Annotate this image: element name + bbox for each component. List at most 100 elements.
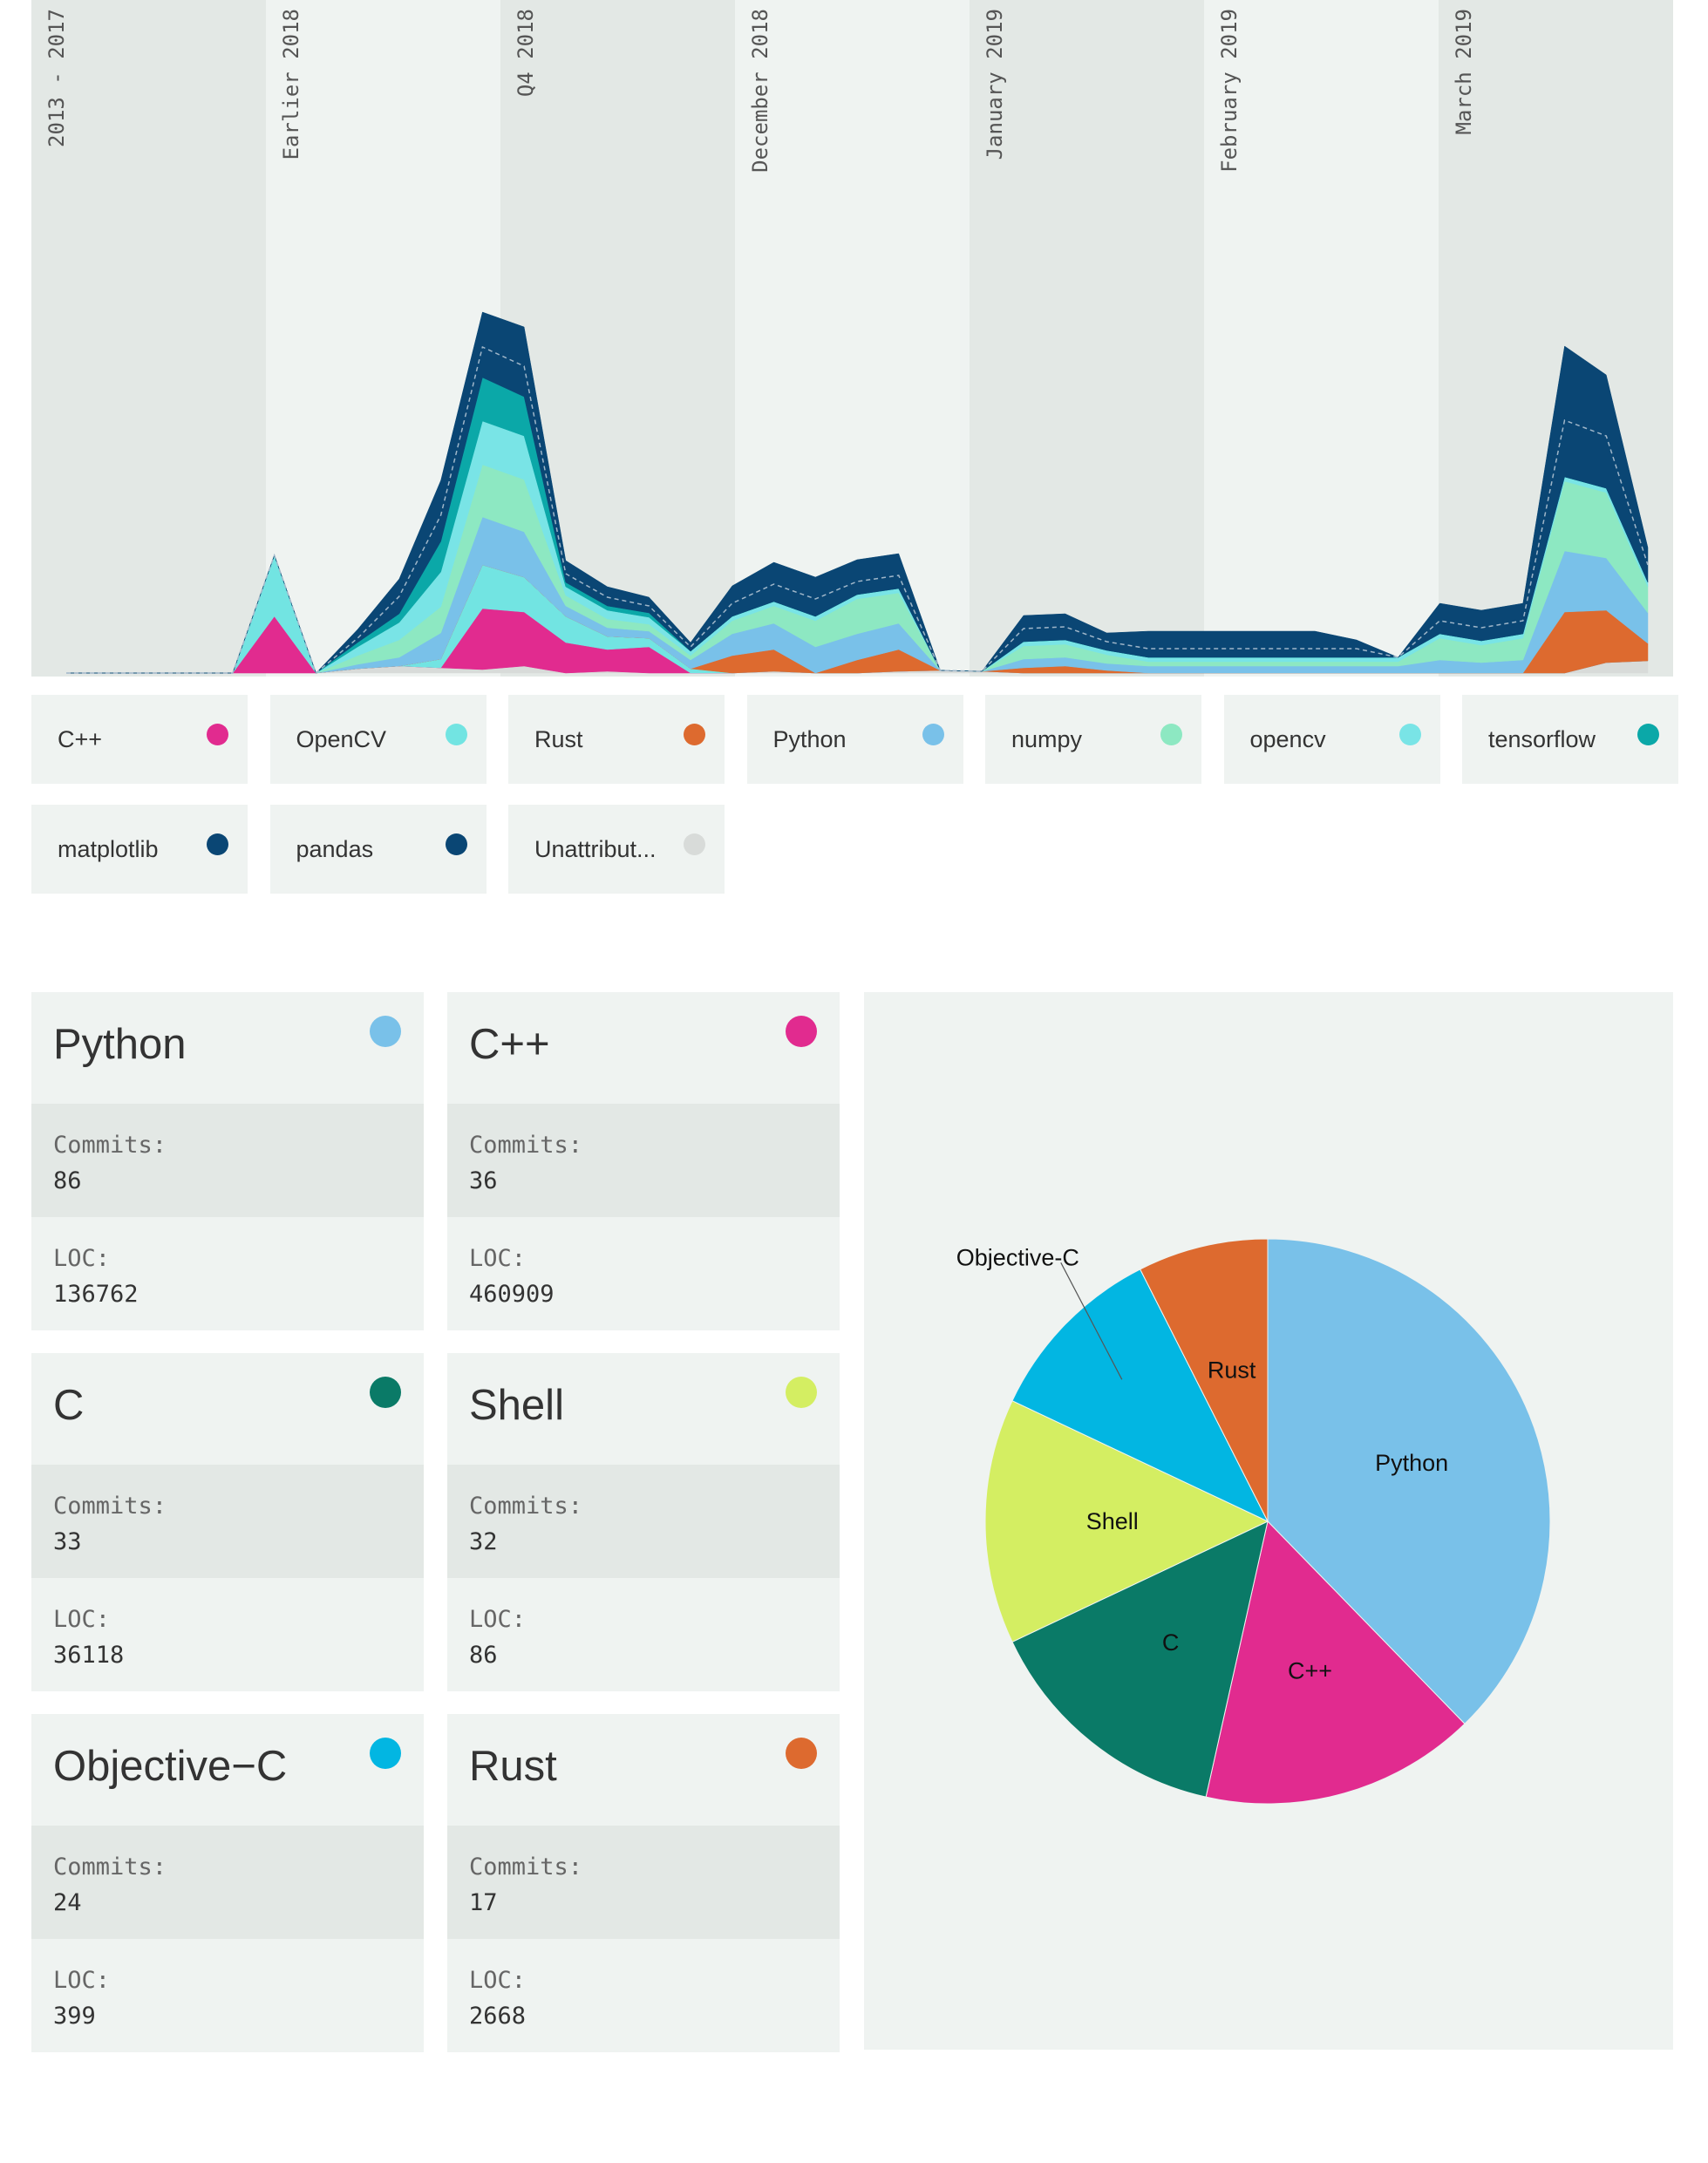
- language-name: Shell: [469, 1382, 564, 1429]
- pie-slice-rust: [1140, 1238, 1269, 1522]
- loc-label: LOC:: [469, 1967, 527, 1994]
- legend-item-matplotlib[interactable]: matplotlib: [31, 805, 248, 894]
- loc-value: 136762: [53, 1281, 139, 1308]
- pie-label-c: C++: [1288, 1657, 1332, 1683]
- legend-swatch: [684, 833, 705, 855]
- loc-label: LOC:: [469, 1245, 527, 1272]
- legend-item-unattribut[interactable]: Unattribut...: [508, 805, 725, 894]
- card-header: C: [31, 1353, 424, 1465]
- legend-item-c[interactable]: C++: [31, 695, 248, 784]
- loc-label: LOC:: [469, 1606, 527, 1633]
- pie-label-shell: Shell: [1086, 1508, 1139, 1534]
- legend-item-python[interactable]: Python: [746, 695, 963, 784]
- legend-swatch: [684, 723, 705, 745]
- loc-row: LOC: 86: [447, 1578, 840, 1691]
- commits-row: Commits: 24: [31, 1826, 424, 1939]
- commits-label: Commits:: [53, 1493, 167, 1520]
- legend-swatch: [207, 833, 228, 855]
- period-label-january-2019: January 2019: [983, 9, 1007, 160]
- legend-item-rust[interactable]: Rust: [508, 695, 725, 784]
- card-header: C++: [447, 992, 840, 1104]
- language-color-dot: [370, 1738, 401, 1769]
- language-color-dot: [370, 1016, 401, 1047]
- language-color-dot: [786, 1016, 817, 1047]
- period-label-december-2018: December 2018: [748, 9, 772, 173]
- language-color-dot: [786, 1377, 817, 1408]
- legend-item-numpy[interactable]: numpy: [985, 695, 1201, 784]
- language-name: Rust: [469, 1743, 557, 1790]
- legend-item-opencv[interactable]: OpenCV: [269, 695, 487, 784]
- loc-row: LOC: 399: [31, 1939, 424, 2052]
- legend-swatch: [1160, 723, 1182, 745]
- language-pie-chart: Python C++ C Shell Objective-C Rust: [956, 1238, 1551, 1805]
- language-card-rust: Rust Commits: 17 LOC: 2668: [447, 1714, 840, 2052]
- pie-slice-c: [1011, 1520, 1269, 1798]
- loc-label: LOC:: [53, 1967, 111, 1994]
- card-header: Rust: [447, 1714, 840, 1826]
- period-label-earlier-2018: Earlier 2018: [279, 9, 303, 160]
- card-header: Shell: [447, 1353, 840, 1465]
- pie-label-leader: [1060, 1262, 1123, 1380]
- legend-swatch: [1637, 723, 1659, 745]
- legend-label: Python: [772, 725, 847, 752]
- commits-label: Commits:: [53, 1132, 167, 1159]
- period-band-january-2019: [970, 0, 1204, 677]
- legend-item-opencv[interactable]: opencv: [1223, 695, 1440, 784]
- loc-value: 86: [469, 1642, 498, 1669]
- loc-value: 460909: [469, 1281, 555, 1308]
- legend-swatch: [922, 723, 944, 745]
- loc-row: LOC: 136762: [31, 1217, 424, 1330]
- commits-label: Commits:: [469, 1854, 583, 1881]
- legend-label: tensorflow: [1488, 725, 1596, 752]
- commits-row: Commits: 33: [31, 1465, 424, 1578]
- pie-slice-c: [1205, 1520, 1466, 1805]
- commits-row: Commits: 86: [31, 1104, 424, 1217]
- contribution-timeline-chart: 2013 - 2017 Earlier 2018 Q4 2018 December 2…: [31, 0, 1673, 677]
- commits-label: Commits:: [53, 1854, 167, 1881]
- loc-row: LOC: 36118: [31, 1578, 424, 1691]
- language-pie-panel: Python C++ C Shell Objective-C Rust: [864, 992, 1673, 2050]
- period-band-2013-2017: [31, 0, 266, 677]
- pie-label-rust: Rust: [1208, 1357, 1256, 1384]
- period-label-2013-2017: 2013 - 2017: [44, 9, 69, 147]
- language-color-dot: [786, 1738, 817, 1769]
- loc-value: 36118: [53, 1642, 125, 1669]
- pie-label-c: C: [1162, 1629, 1180, 1656]
- language-name: C: [53, 1382, 85, 1429]
- commits-value: 24: [53, 1889, 82, 1916]
- language-card-python: Python Commits: 86 LOC: 136762: [31, 992, 424, 1330]
- legend-swatch: [207, 723, 228, 745]
- series-separator: [66, 345, 1649, 675]
- legend-label: Rust: [534, 725, 583, 752]
- legend-label: opencv: [1249, 725, 1326, 752]
- legend-item-tensorflow[interactable]: tensorflow: [1462, 695, 1678, 784]
- language-card-objective-c: Objective−C Commits: 24 LOC: 399: [31, 1714, 424, 2052]
- card-header: Python: [31, 992, 424, 1104]
- commits-row: Commits: 17: [447, 1826, 840, 1939]
- commits-value: 86: [53, 1167, 82, 1194]
- language-name: Objective−C: [53, 1743, 288, 1790]
- legend-swatch: [445, 833, 467, 855]
- pie-slice-python: [1267, 1238, 1551, 1724]
- commits-value: 33: [53, 1528, 82, 1555]
- commits-value: 32: [469, 1528, 498, 1555]
- loc-label: LOC:: [53, 1606, 111, 1633]
- period-label-february-2019: February 2019: [1217, 9, 1242, 173]
- legend-label: matplotlib: [58, 835, 159, 862]
- commits-label: Commits:: [469, 1132, 583, 1159]
- legend-label: C++: [58, 725, 103, 752]
- language-card-c: C Commits: 33 LOC: 36118: [31, 1353, 424, 1691]
- legend-item-pandas[interactable]: pandas: [269, 805, 487, 894]
- commits-row: Commits: 36: [447, 1104, 840, 1217]
- card-header: Objective−C: [31, 1714, 424, 1826]
- pie-label-python: Python: [1375, 1450, 1448, 1476]
- language-color-dot: [370, 1377, 401, 1408]
- loc-row: LOC: 2668: [447, 1939, 840, 2052]
- pie-slice-objective-c: [1011, 1269, 1269, 1523]
- period-band-february-2019: [1204, 0, 1439, 677]
- language-card-shell: Shell Commits: 32 LOC: 86: [447, 1353, 840, 1691]
- commits-value: 36: [469, 1167, 498, 1194]
- period-label-march-2019: March 2019: [1452, 9, 1476, 135]
- legend-swatch: [445, 723, 467, 745]
- language-name: Python: [53, 1021, 187, 1068]
